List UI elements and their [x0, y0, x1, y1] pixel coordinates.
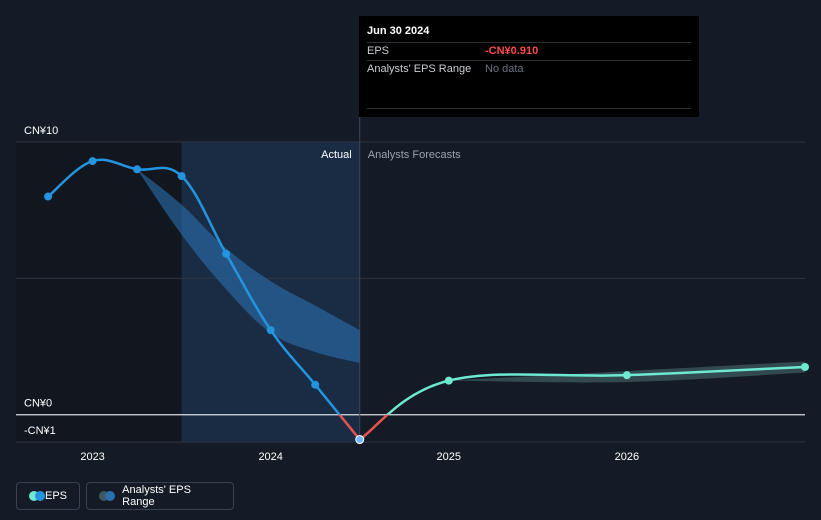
legend-eps-button[interactable]: EPS — [16, 482, 80, 510]
legend-range-button[interactable]: Analysts' EPS Range — [86, 482, 234, 510]
eps-actual-point — [311, 380, 320, 389]
eps-actual-point — [44, 192, 53, 201]
eps-highlight-point — [355, 435, 365, 445]
past-eps-range-band — [137, 169, 360, 363]
tooltip-row-eps: EPS -CN¥0.910 — [367, 42, 691, 60]
eps-actual-point — [133, 165, 142, 174]
tooltip-date: Jun 30 2024 — [367, 25, 430, 37]
eps-legend-icon — [29, 491, 45, 501]
eps-forecast-point — [622, 371, 631, 380]
eps-forecast-line — [385, 365, 806, 415]
eps-actual-point — [222, 249, 231, 258]
eps-actual-point — [88, 157, 97, 166]
x-tick-label: 2025 — [437, 451, 461, 463]
tooltip-range-key: Analysts' EPS Range — [367, 63, 472, 75]
eps-forecast-point — [801, 363, 809, 371]
y-axis-label: -CN¥1 — [24, 425, 56, 437]
eps-actual-point — [177, 172, 186, 181]
y-axis-label: CN¥0 — [24, 398, 52, 410]
data-tooltip: Jun 30 2024 EPS -CN¥0.910 Analysts' EPS … — [359, 16, 699, 117]
eps-actual-line — [47, 158, 342, 415]
legend-range-label: Analysts' EPS Range — [122, 484, 191, 508]
tooltip-row-range: Analysts' EPS Range No data — [367, 60, 691, 78]
forecast-region-label: Analysts Forecasts — [368, 149, 461, 161]
eps-actual-point — [266, 326, 275, 335]
actual-region-label: Actual — [321, 149, 352, 161]
tooltip-eps-key: EPS — [367, 45, 390, 57]
tooltip-divider — [367, 108, 691, 109]
range-legend-icon — [99, 491, 115, 501]
tooltip-eps-value: -CN¥0.910 — [485, 45, 539, 57]
x-tick-label: 2024 — [258, 451, 282, 463]
eps-forecast-point — [444, 376, 453, 385]
x-tick-label: 2026 — [615, 451, 639, 463]
y-axis-label: CN¥10 — [24, 125, 58, 137]
legend-eps-label: EPS — [44, 490, 67, 502]
tooltip-range-value: No data — [485, 63, 524, 75]
x-tick-label: 2023 — [80, 451, 104, 463]
